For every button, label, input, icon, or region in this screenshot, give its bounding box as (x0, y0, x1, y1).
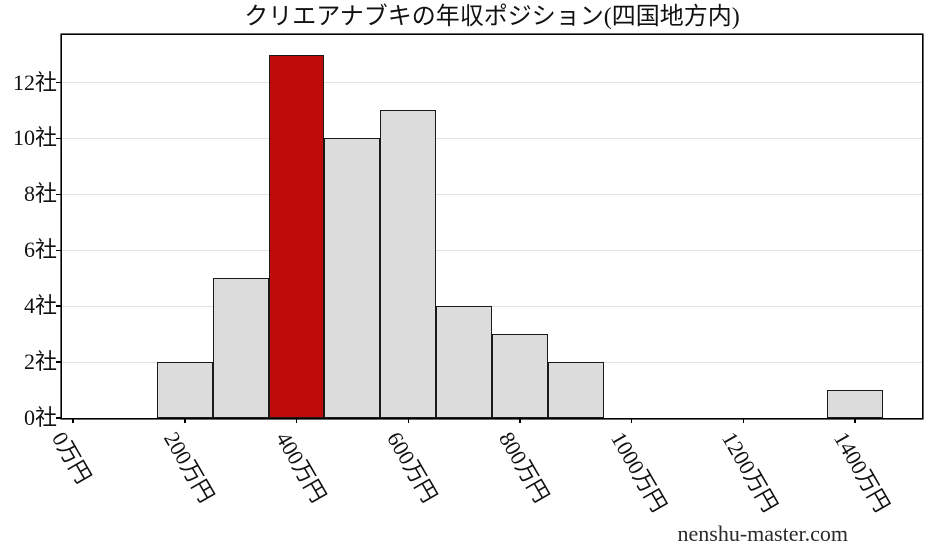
gridline (62, 305, 922, 307)
y-tick-label: 12社 (12, 69, 57, 95)
y-tick-mark (56, 137, 62, 140)
x-tick-label: 1000万円 (605, 427, 672, 517)
gridline (62, 82, 922, 84)
x-tick-mark (184, 418, 186, 423)
y-tick-mark (56, 193, 62, 196)
bar (324, 138, 381, 418)
chart-title: クリエアナブキの年収ポジション(四国地方内) (244, 4, 740, 30)
bar (492, 334, 548, 418)
bar (547, 362, 604, 418)
gridline (62, 137, 922, 139)
x-tick-mark (407, 418, 409, 423)
bar (380, 110, 437, 418)
x-tick-label: 800万円 (493, 427, 555, 507)
bar (212, 278, 269, 418)
y-tick-label: 8社 (23, 181, 57, 207)
y-tick-mark (56, 249, 62, 251)
bar (156, 362, 213, 418)
x-axis: 0万円 200万円 400万円 600万円 800万円 1000万円 1200万円 1400万… (47, 418, 922, 557)
x-tick-label: 400万円 (270, 427, 331, 507)
y-tick-mark (56, 81, 62, 84)
y-tick-label: 10社 (12, 125, 57, 151)
x-tick-label: 1200万円 (717, 427, 783, 517)
x-tick-mark (854, 418, 856, 423)
x-tick-label: 200万円 (158, 427, 220, 507)
x-tick-label: 600万円 (382, 427, 443, 507)
watermark: nenshu-master.com (677, 521, 848, 546)
x-tick-mark (295, 418, 298, 423)
y-tick-mark (56, 417, 62, 419)
plot-area (62, 35, 922, 418)
x-tick-label: 1400万円 (829, 427, 895, 517)
x-tick-mark (742, 418, 744, 423)
x-tick-mark (72, 418, 74, 423)
y-tick-mark (56, 361, 62, 363)
x-tick-label: 0万円 (47, 427, 97, 488)
highlight-bar (268, 54, 325, 418)
bar (436, 306, 492, 418)
y-tick-label: 4社 (23, 293, 57, 319)
y-axis: 0社 2社 4社 6社 8社 10社 12社 (0, 35, 62, 430)
y-tick-label: 0社 (23, 405, 57, 430)
x-tick-mark (519, 418, 521, 423)
bar (827, 390, 883, 418)
gridline (62, 249, 922, 251)
y-tick-label: 2社 (23, 349, 57, 375)
y-tick-label: 6社 (23, 237, 57, 263)
x-tick-mark (630, 418, 633, 423)
gridline (62, 193, 922, 195)
y-tick-mark (56, 305, 62, 307)
